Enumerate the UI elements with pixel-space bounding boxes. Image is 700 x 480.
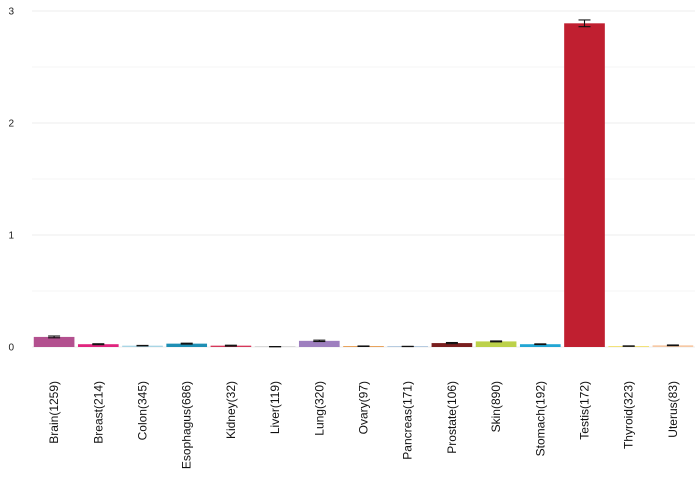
error-bar <box>92 343 105 346</box>
bar <box>77 344 119 347</box>
x-category-label: Esophagus(686) <box>180 381 194 469</box>
x-category-label: Stomach(192) <box>533 381 547 456</box>
bar <box>564 23 605 347</box>
y-tick-label: 2 <box>8 119 14 130</box>
error-bar <box>490 340 503 343</box>
x-axis-labels: Brain(1259) Breast(214) Colon(345) Esophagu… <box>47 381 680 469</box>
x-category-label: Lung(320) <box>312 381 326 436</box>
error-bar <box>534 343 547 346</box>
x-category-label: Breast(214) <box>91 381 105 444</box>
y-tick-label: 0 <box>8 343 14 354</box>
bar <box>431 343 473 347</box>
bar <box>475 341 517 347</box>
x-category-label: Testis(172) <box>578 381 592 440</box>
x-category-label: Kidney(32) <box>224 381 238 439</box>
x-category-label: Pancreas(171) <box>401 381 415 460</box>
error-bar <box>180 342 193 345</box>
bar <box>33 336 75 347</box>
error-bar <box>224 344 237 347</box>
bar <box>166 343 208 347</box>
error-bar <box>578 19 591 28</box>
error-bar <box>666 344 679 347</box>
grid-lines <box>32 10 695 348</box>
x-category-label: Brain(1259) <box>47 381 61 444</box>
bars <box>33 23 694 347</box>
error-bar <box>48 335 61 339</box>
x-category-label: Prostate(106) <box>445 381 459 454</box>
x-category-label: Uterus(83) <box>666 381 680 438</box>
y-axis-ticks: 0 1 2 3 <box>8 7 14 354</box>
x-category-label: Thyroid(323) <box>622 381 636 449</box>
error-bars <box>48 19 679 348</box>
bar <box>519 344 561 347</box>
bar <box>298 340 340 347</box>
x-category-label: Skin(890) <box>489 381 503 432</box>
y-tick-label: 3 <box>8 7 14 18</box>
error-bar <box>445 341 458 345</box>
x-category-label: Colon(345) <box>136 381 150 440</box>
y-tick-label: 1 <box>8 231 14 242</box>
x-category-label: Liver(119) <box>268 381 282 434</box>
x-category-label: Ovary(97) <box>357 381 371 434</box>
error-bar <box>313 339 326 343</box>
